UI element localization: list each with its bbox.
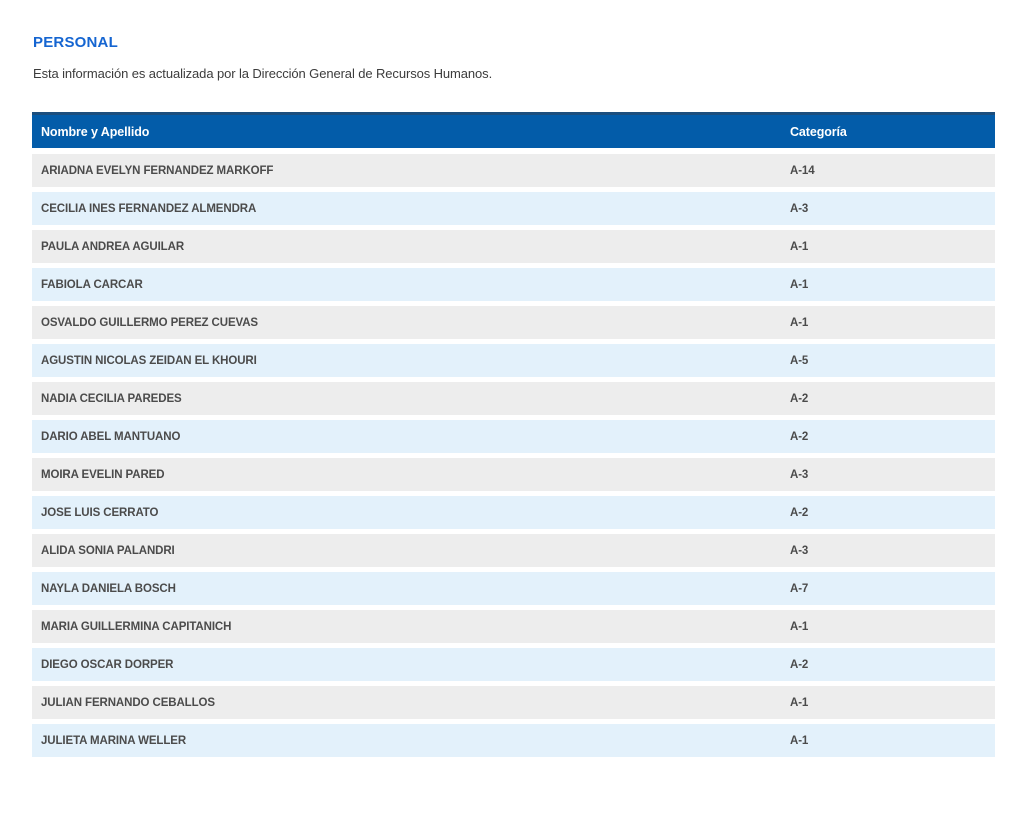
table-row: ALIDA SONIA PALANDRI A-3 — [32, 534, 995, 568]
table-row: CECILIA INES FERNANDEZ ALMENDRA A-3 — [32, 192, 995, 226]
table-row: MOIRA EVELIN PARED A-3 — [32, 458, 995, 492]
table-row: ARIADNA EVELYN FERNANDEZ MARKOFF A-14 — [32, 154, 995, 188]
page-subtitle: Esta información es actualizada por la D… — [33, 65, 493, 81]
personnel-name: NADIA CECILIA PAREDES — [41, 392, 182, 405]
personnel-name: CECILIA INES FERNANDEZ ALMENDRA — [41, 202, 257, 215]
personnel-category: A-2 — [790, 392, 809, 405]
personnel-name: AGUSTIN NICOLAS ZEIDAN EL KHOURI — [41, 354, 257, 367]
column-header-category: Categoría — [790, 124, 847, 139]
personnel-category: A-5 — [790, 354, 809, 367]
table-row: JULIAN FERNANDO CEBALLOS A-1 — [32, 686, 995, 720]
personnel-category: A-2 — [790, 430, 809, 443]
table-header-row: Nombre y Apellido Categoría — [32, 112, 995, 149]
personnel-name: ALIDA SONIA PALANDRI — [41, 544, 175, 557]
personnel-name: PAULA ANDREA AGUILAR — [41, 240, 185, 253]
personnel-name: JOSE LUIS CERRATO — [41, 506, 159, 519]
table-row: FABIOLA CARCAR A-1 — [32, 268, 995, 302]
personal-page: PERSONAL Esta información es actualizada… — [0, 34, 1024, 758]
personnel-name: ARIADNA EVELYN FERNANDEZ MARKOFF — [41, 164, 274, 177]
column-header-name: Nombre y Apellido — [41, 124, 150, 139]
personnel-name: OSVALDO GUILLERMO PEREZ CUEVAS — [41, 316, 259, 329]
table-body: ARIADNA EVELYN FERNANDEZ MARKOFF A-14 CE… — [32, 154, 995, 758]
personnel-category: A-1 — [790, 240, 809, 253]
table-row: DARIO ABEL MANTUANO A-2 — [32, 420, 995, 454]
page-title: PERSONAL — [33, 34, 118, 51]
table-row: PAULA ANDREA AGUILAR A-1 — [32, 230, 995, 264]
personnel-name: FABIOLA CARCAR — [41, 278, 143, 291]
personnel-category: A-7 — [790, 582, 809, 595]
table-row: NADIA CECILIA PAREDES A-2 — [32, 382, 995, 416]
personnel-category: A-14 — [790, 164, 815, 177]
table-row: MARIA GUILLERMINA CAPITANICH A-1 — [32, 610, 995, 644]
personnel-category: A-1 — [790, 734, 809, 747]
table-row: OSVALDO GUILLERMO PEREZ CUEVAS A-1 — [32, 306, 995, 340]
personnel-category: A-1 — [790, 620, 809, 633]
table-row: AGUSTIN NICOLAS ZEIDAN EL KHOURI A-5 — [32, 344, 995, 378]
table-row: JOSE LUIS CERRATO A-2 — [32, 496, 995, 530]
personnel-category: A-1 — [790, 278, 809, 291]
personnel-category: A-1 — [790, 316, 809, 329]
personnel-name: DIEGO OSCAR DORPER — [41, 658, 174, 671]
personnel-category: A-3 — [790, 468, 809, 481]
table-row: NAYLA DANIELA BOSCH A-7 — [32, 572, 995, 606]
personnel-category: A-2 — [790, 506, 809, 519]
personnel-name: JULIETA MARINA WELLER — [41, 734, 187, 747]
personnel-name: NAYLA DANIELA BOSCH — [41, 582, 176, 595]
table-row: JULIETA MARINA WELLER A-1 — [32, 724, 995, 758]
table-row: DIEGO OSCAR DORPER A-2 — [32, 648, 995, 682]
personnel-name: JULIAN FERNANDO CEBALLOS — [41, 696, 215, 709]
personnel-name: MOIRA EVELIN PARED — [41, 468, 165, 481]
personnel-category: A-3 — [790, 544, 809, 557]
personnel-category: A-2 — [790, 658, 809, 671]
personnel-category: A-1 — [790, 696, 809, 709]
personnel-category: A-3 — [790, 202, 809, 215]
personnel-name: MARIA GUILLERMINA CAPITANICH — [41, 620, 232, 633]
personnel-name: DARIO ABEL MANTUANO — [41, 430, 181, 443]
personnel-table: Nombre y Apellido Categoría ARIADNA EVEL… — [32, 112, 995, 758]
